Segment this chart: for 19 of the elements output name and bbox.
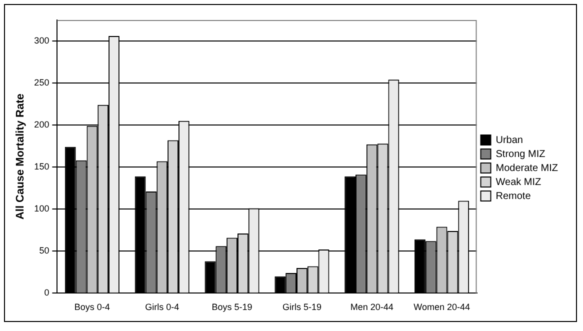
- x-tick-label: Girls 0-4: [145, 302, 180, 312]
- x-tick-label: Girls 5-19: [282, 302, 322, 312]
- y-tick-label: 0: [44, 288, 50, 298]
- y-tick-label: 100: [34, 204, 50, 214]
- x-tick-label: Boys 5-19: [212, 302, 252, 312]
- x-tick-label: Women 20-44: [414, 302, 470, 312]
- legend-label: Urban: [496, 134, 524, 146]
- legend-label: Weak MIZ: [496, 176, 542, 188]
- x-tick-label: Boys 0-4: [74, 302, 110, 312]
- y-tick-label: 250: [34, 78, 50, 88]
- y-axis-title: All Cause Mortality Rate: [14, 94, 27, 220]
- legend-label: Strong MIZ: [496, 148, 546, 160]
- legend-label: Remote: [496, 190, 532, 202]
- legend-label: Moderate MIZ: [496, 162, 558, 174]
- y-tick-label: 300: [34, 36, 50, 46]
- x-tick-label: Men 20-44: [350, 302, 394, 312]
- y-tick-label: 200: [34, 120, 50, 130]
- y-tick-label: 50: [39, 246, 50, 256]
- y-tick-label: 150: [34, 162, 50, 172]
